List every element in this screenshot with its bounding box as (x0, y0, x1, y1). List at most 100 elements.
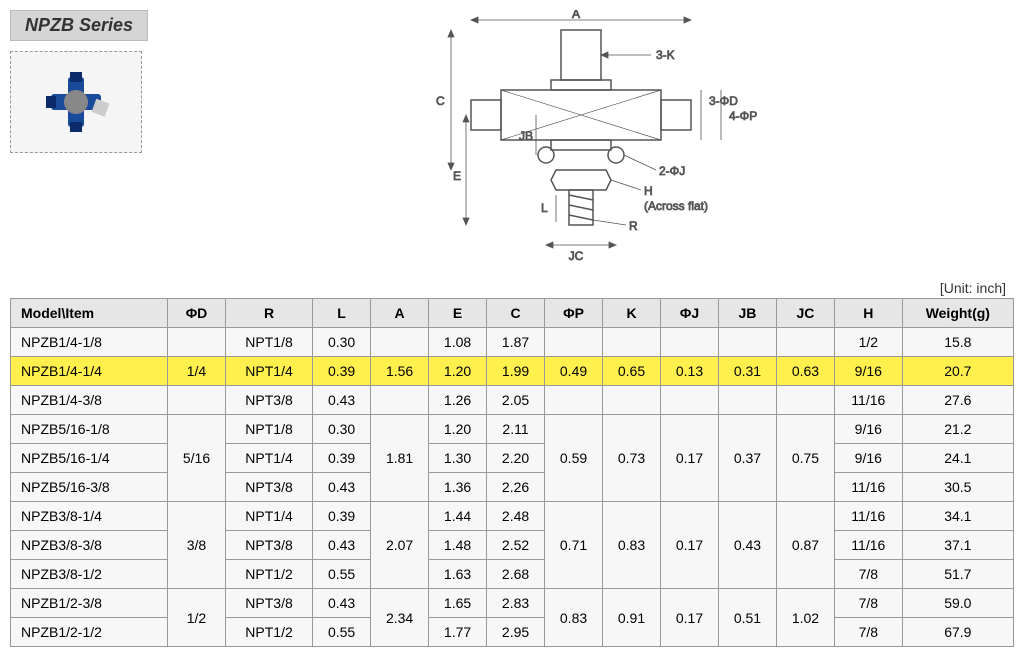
table-cell: NPZB3/8-1/2 (11, 560, 168, 589)
table-cell: 5/16 (168, 415, 226, 502)
column-header: ΦP (545, 299, 603, 328)
table-row: NPZB1/2-3/81/2NPT3/80.432.341.652.830.83… (11, 589, 1014, 618)
table-cell: 1.02 (776, 589, 834, 647)
table-cell: NPZB3/8-3/8 (11, 531, 168, 560)
table-cell: 0.75 (776, 415, 834, 502)
table-cell: 2.26 (487, 473, 545, 502)
dim-label-h: H (644, 184, 653, 198)
dim-label-a: A (572, 10, 580, 21)
table-cell: 1.63 (429, 560, 487, 589)
table-cell: 7/8 (834, 618, 902, 647)
table-cell: 1.20 (429, 357, 487, 386)
table-cell: 9/16 (834, 444, 902, 473)
table-cell: 0.63 (776, 357, 834, 386)
table-cell: 0.65 (603, 357, 661, 386)
dim-label-e: E (453, 169, 461, 183)
table-cell: 1/4 (168, 357, 226, 386)
column-header: E (429, 299, 487, 328)
table-cell: 0.55 (313, 618, 371, 647)
table-cell: 2.52 (487, 531, 545, 560)
column-header: Model\Item (11, 299, 168, 328)
table-cell: 0.91 (603, 589, 661, 647)
table-cell: 1/2 (168, 589, 226, 647)
table-cell: 0.43 (313, 589, 371, 618)
column-header: ΦD (168, 299, 226, 328)
table-row: NPZB3/8-3/8NPT3/80.431.482.5211/1637.1 (11, 531, 1014, 560)
spec-table: Model\ItemΦDRLAECΦPKΦJJBJCHWeight(g) NPZ… (10, 298, 1014, 647)
table-cell: NPZB5/16-1/8 (11, 415, 168, 444)
column-header: C (487, 299, 545, 328)
table-cell: 20.7 (902, 357, 1013, 386)
table-cell: 15.8 (902, 328, 1013, 357)
table-cell (776, 328, 834, 357)
table-cell (168, 328, 226, 357)
table-cell: NPT3/8 (225, 386, 312, 415)
top-section: NPZB Series (10, 10, 1014, 270)
table-row: NPZB1/4-3/8NPT3/80.431.262.0511/1627.6 (11, 386, 1014, 415)
table-cell: 2.11 (487, 415, 545, 444)
table-cell (545, 386, 603, 415)
table-cell: NPT3/8 (225, 473, 312, 502)
table-row: NPZB5/16-3/8NPT3/80.431.362.2611/1630.5 (11, 473, 1014, 502)
table-cell: 0.37 (718, 415, 776, 502)
table-cell: 0.55 (313, 560, 371, 589)
column-header: Weight(g) (902, 299, 1013, 328)
column-header: H (834, 299, 902, 328)
table-row: NPZB1/4-1/41/4NPT1/40.391.561.201.990.49… (11, 357, 1014, 386)
table-cell: 2.05 (487, 386, 545, 415)
table-cell: 0.43 (313, 531, 371, 560)
table-cell: 51.7 (902, 560, 1013, 589)
table-cell (776, 386, 834, 415)
table-cell: 2.95 (487, 618, 545, 647)
table-cell: 2.34 (371, 589, 429, 647)
table-cell: 1.77 (429, 618, 487, 647)
table-cell: 0.73 (603, 415, 661, 502)
table-cell: 11/16 (834, 473, 902, 502)
table-cell: 0.30 (313, 415, 371, 444)
table-cell: 1.36 (429, 473, 487, 502)
table-cell: 11/16 (834, 531, 902, 560)
table-cell: 3/8 (168, 502, 226, 589)
column-header: ΦJ (661, 299, 719, 328)
column-header: JB (718, 299, 776, 328)
table-cell: 1.48 (429, 531, 487, 560)
table-cell: 1.81 (371, 415, 429, 502)
table-cell: 1/2 (834, 328, 902, 357)
table-cell: 0.71 (545, 502, 603, 589)
table-cell: 0.17 (661, 589, 719, 647)
table-cell: 0.31 (718, 357, 776, 386)
table-cell: 0.49 (545, 357, 603, 386)
dim-label-l: L (541, 201, 548, 215)
table-cell: 0.59 (545, 415, 603, 502)
table-cell: 0.39 (313, 502, 371, 531)
table-cell: NPZB1/4-1/8 (11, 328, 168, 357)
dim-label-c: C (436, 94, 445, 108)
table-cell: 7/8 (834, 589, 902, 618)
table-cell (718, 328, 776, 357)
table-cell: NPZB1/2-1/2 (11, 618, 168, 647)
product-photo (10, 51, 142, 153)
table-row: NPZB1/4-1/8NPT1/80.301.081.871/215.8 (11, 328, 1014, 357)
table-cell: NPT1/2 (225, 560, 312, 589)
table-cell: NPZB1/4-3/8 (11, 386, 168, 415)
table-cell: 0.43 (313, 386, 371, 415)
table-cell: 0.83 (545, 589, 603, 647)
table-cell: 21.2 (902, 415, 1013, 444)
table-cell: 1.08 (429, 328, 487, 357)
table-cell: 1.26 (429, 386, 487, 415)
table-cell: 0.13 (661, 357, 719, 386)
table-cell: 34.1 (902, 502, 1013, 531)
table-cell: 2.20 (487, 444, 545, 473)
table-cell: 37.1 (902, 531, 1013, 560)
series-label: NPZB Series (10, 10, 148, 41)
table-cell (371, 386, 429, 415)
dim-label-4phip: 4-ΦP (729, 109, 757, 123)
table-cell: 0.30 (313, 328, 371, 357)
table-cell: 0.87 (776, 502, 834, 589)
table-cell: 9/16 (834, 357, 902, 386)
table-cell: NPT1/4 (225, 357, 312, 386)
table-cell: 0.43 (313, 473, 371, 502)
table-cell: NPT3/8 (225, 589, 312, 618)
table-cell (661, 328, 719, 357)
left-column: NPZB Series (10, 10, 148, 270)
